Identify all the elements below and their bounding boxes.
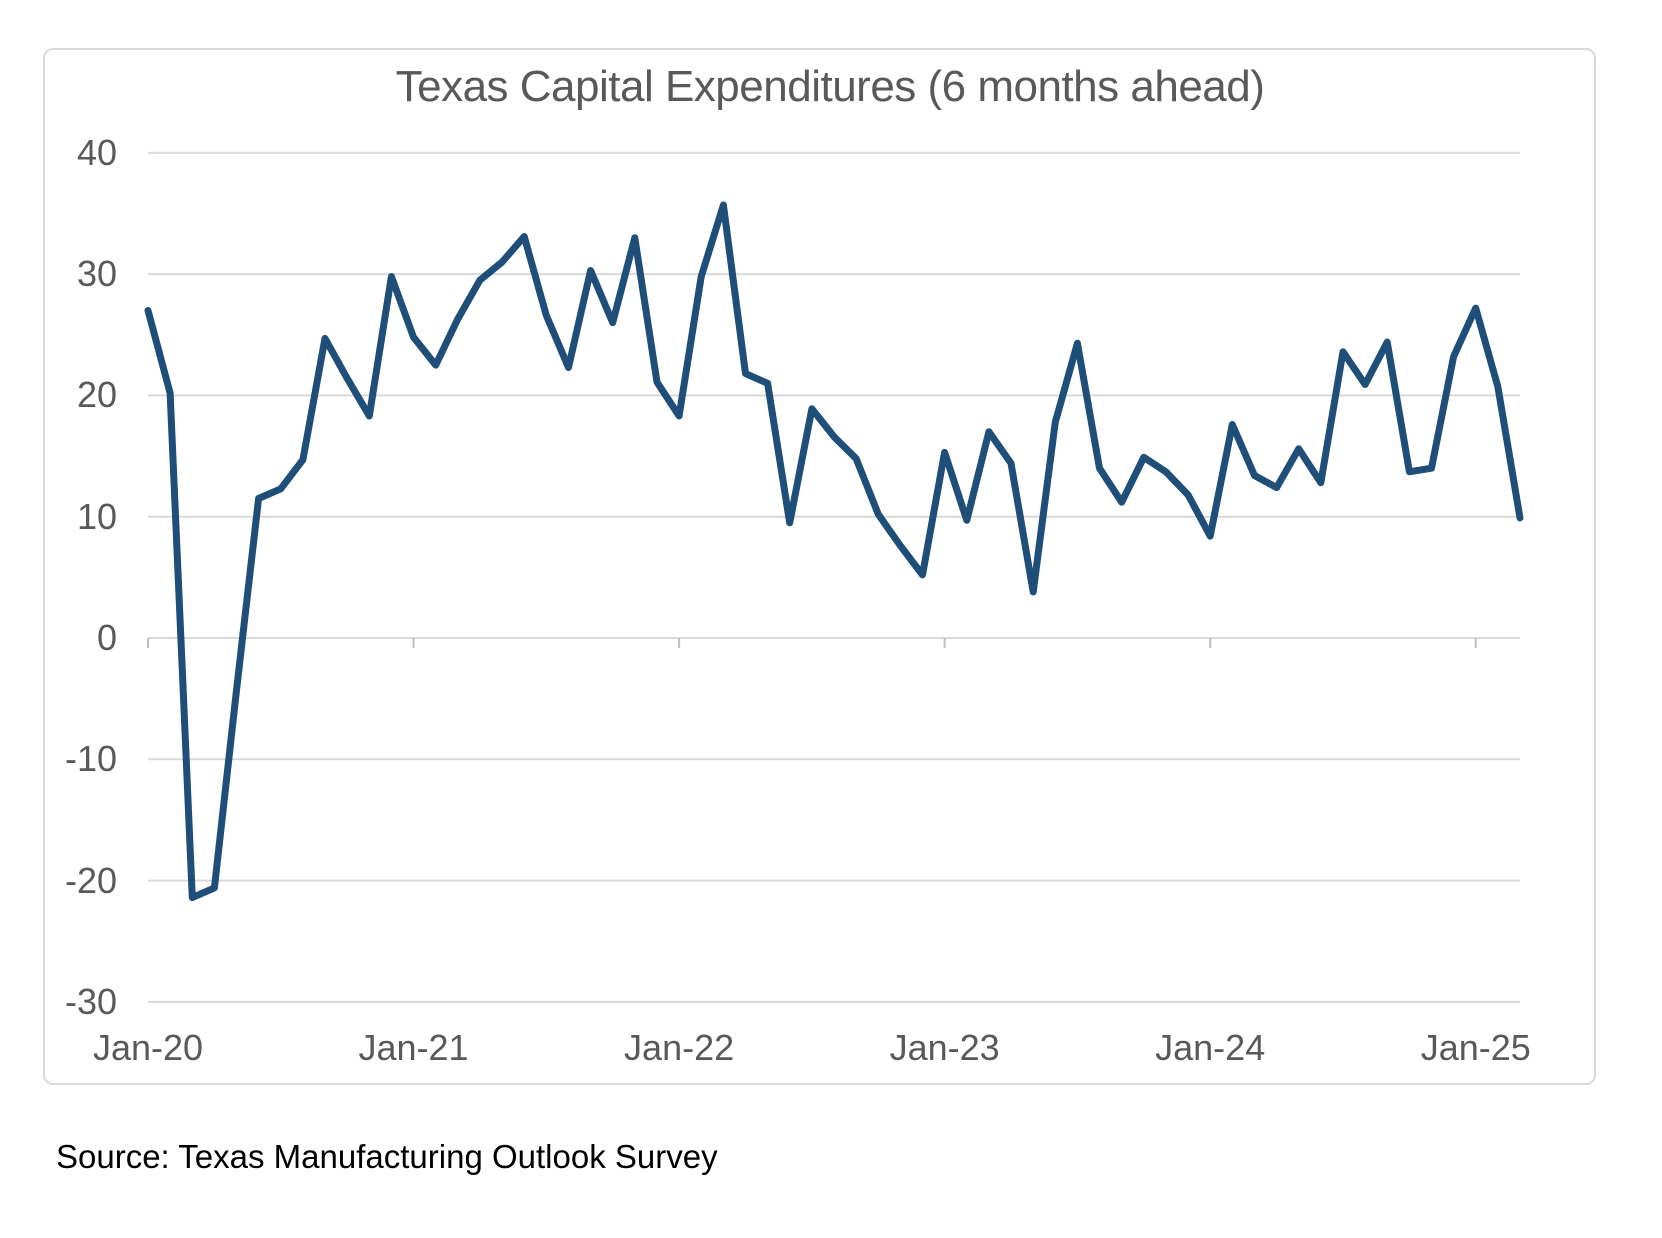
y-axis-label: 40	[76, 131, 117, 173]
x-axis-label: Jan-23	[889, 1027, 1000, 1068]
y-axis-label: 30	[76, 253, 117, 295]
chart-title: Texas Capital Expenditures (6 months ahe…	[395, 62, 1265, 111]
data-line-series	[144, 201, 1524, 902]
x-axis-label: Jan-22	[624, 1027, 735, 1068]
y-axis-label: -20	[64, 859, 117, 901]
y-axis-label: 10	[76, 495, 117, 537]
x-axis-label: Jan-24	[1155, 1027, 1266, 1068]
x-axis-label: Jan-20	[92, 1027, 204, 1068]
y-axis-label: -10	[64, 738, 117, 780]
chart-frame	[43, 48, 1596, 1085]
y-axis-label: 20	[76, 374, 117, 416]
y-axis-label: 0	[96, 617, 117, 658]
y-axis-label: -30	[64, 980, 117, 1022]
x-axis-label: Jan-25	[1420, 1027, 1531, 1068]
x-axis-label: Jan-21	[358, 1027, 469, 1068]
source-note: Source: Texas Manufacturing Outlook Surv…	[56, 1138, 718, 1175]
